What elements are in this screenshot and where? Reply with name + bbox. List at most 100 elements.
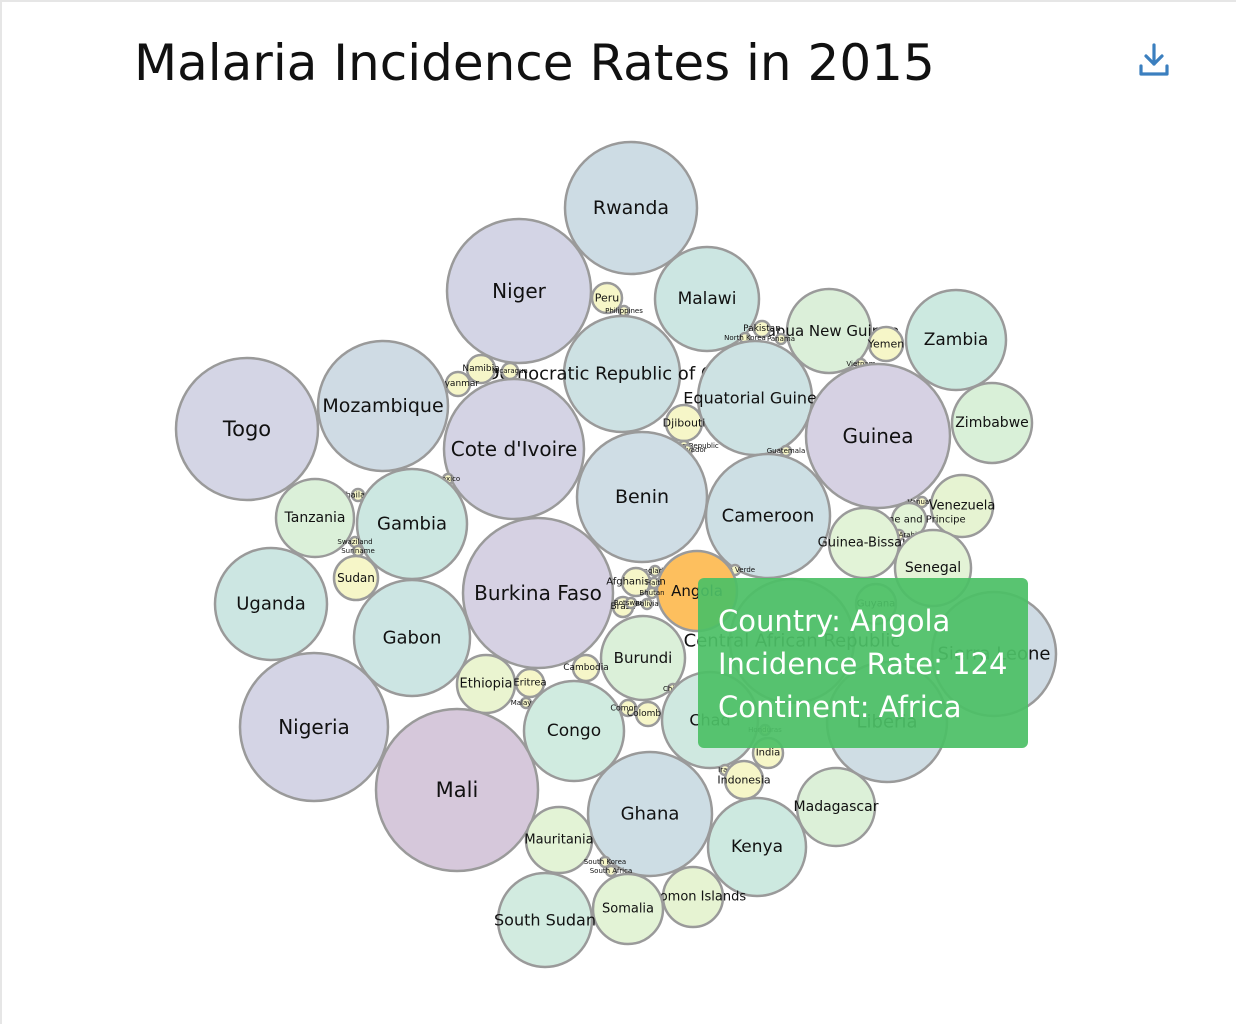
bubble-haiti[interactable]: Haiti xyxy=(646,576,662,590)
bubble-south-sudan[interactable]: South Sudan xyxy=(494,871,596,969)
bubble-circle-malaysia[interactable] xyxy=(519,696,533,710)
bubble-circle-cambodia[interactable] xyxy=(571,653,601,683)
bubble-somalia[interactable]: Somalia xyxy=(591,872,665,946)
bubble-circle-pakistan[interactable] xyxy=(752,319,772,339)
bubble-circle-burundi[interactable] xyxy=(599,614,687,702)
bubble-circle-papua-new-guinea[interactable] xyxy=(785,287,873,375)
bubble-suriname[interactable]: Suriname xyxy=(341,544,375,558)
bubble-djibouti[interactable]: Djibouti xyxy=(663,403,706,443)
bubble-burkina-faso[interactable]: Burkina Faso xyxy=(461,516,615,670)
bubble-circle-democratic-republic-of-congo[interactable] xyxy=(562,314,682,434)
bubble-circle-panama[interactable] xyxy=(774,332,788,346)
bubble-burundi[interactable]: Burundi xyxy=(599,614,687,702)
bubble-south-korea[interactable]: South Korea xyxy=(584,855,626,869)
bubble-circle-myanmar[interactable] xyxy=(444,370,472,398)
bubble-circle-bhutan[interactable] xyxy=(645,586,659,600)
bubble-cambodia[interactable]: Cambodia xyxy=(563,653,609,683)
bubble-circle-ghana[interactable] xyxy=(586,750,714,878)
bubble-tanzania[interactable]: Tanzania xyxy=(274,477,356,559)
bubble-kenya[interactable]: Kenya xyxy=(706,796,808,898)
bubble-gabon[interactable]: Gabon xyxy=(352,578,472,698)
bubble-circle-vanuatu[interactable] xyxy=(915,495,929,509)
bubble-circle-nigeria[interactable] xyxy=(238,651,390,803)
bubble-circle-rwanda[interactable] xyxy=(563,140,699,276)
bubble-panama[interactable]: Panama xyxy=(767,332,795,346)
bubble-togo[interactable]: Togo xyxy=(174,356,320,502)
bubble-zimbabwe[interactable]: Zimbabwe xyxy=(950,381,1034,465)
bubble-pakistan[interactable]: Pakistan xyxy=(743,319,781,339)
bubble-circle-zimbabwe[interactable] xyxy=(950,381,1034,465)
bubble-circle-zambia[interactable] xyxy=(904,288,1008,392)
bubble-uganda[interactable]: Uganda xyxy=(213,546,329,662)
bubble-circle-mozambique[interactable] xyxy=(316,339,450,473)
bubble-circle-bangladesh[interactable] xyxy=(648,564,662,578)
bubble-circle-colombia[interactable] xyxy=(634,700,662,728)
bubble-circle-solomon-islands[interactable] xyxy=(661,865,725,929)
bubble-circle-uganda[interactable] xyxy=(213,546,329,662)
bubble-eritrea[interactable]: Eritrea xyxy=(513,667,547,699)
bubble-circle-botswana[interactable] xyxy=(624,596,638,610)
bubble-circle-guinea[interactable] xyxy=(804,362,952,510)
bubble-comoros[interactable]: Comoros xyxy=(610,698,646,718)
bubble-myanmar[interactable]: Myanmar xyxy=(437,370,480,398)
bubble-south-africa[interactable]: South Africa xyxy=(590,864,633,878)
bubble-circle-kenya[interactable] xyxy=(706,796,808,898)
bubble-malawi[interactable]: Malawi xyxy=(653,245,761,353)
bubble-circle-bolivia[interactable] xyxy=(640,597,654,611)
bubble-circle-eritrea[interactable] xyxy=(514,667,546,699)
bubble-bolivia[interactable]: Bolivia xyxy=(635,597,659,611)
bubble-equatorial-guinea[interactable]: Equatorial Guinea xyxy=(683,339,827,457)
bubble-circle-niger[interactable] xyxy=(445,217,593,365)
download-icon[interactable] xyxy=(1138,42,1170,78)
bubble-nigeria[interactable]: Nigeria xyxy=(238,651,390,803)
bubble-malaysia[interactable]: Malaysia xyxy=(511,696,542,710)
bubble-venezuela[interactable]: Venezuela xyxy=(929,473,996,539)
bubble-circle-south-africa[interactable] xyxy=(604,864,618,878)
bubble-madagascar[interactable]: Madagascar xyxy=(794,766,879,848)
bubble-circle-tanzania[interactable] xyxy=(274,477,356,559)
bubble-circle-burkina-faso[interactable] xyxy=(461,516,615,670)
bubble-mali[interactable]: Mali xyxy=(374,707,540,873)
bubble-circle-peru[interactable] xyxy=(590,281,624,315)
bubble-benin[interactable]: Benin xyxy=(575,430,709,564)
bubble-swaziland[interactable]: Swaziland xyxy=(337,535,373,549)
bubble-circle-gabon[interactable] xyxy=(352,578,472,698)
bubble-ghana[interactable]: Ghana xyxy=(586,750,714,878)
bubble-circle-togo[interactable] xyxy=(174,356,320,502)
bubble-cameroon[interactable]: Cameroon xyxy=(704,452,832,580)
bubble-congo[interactable]: Congo xyxy=(522,679,626,783)
bubble-circle-mali[interactable] xyxy=(374,707,540,873)
bubble-zambia[interactable]: Zambia xyxy=(904,288,1008,392)
bubble-circle-south-korea[interactable] xyxy=(598,855,612,869)
bubble-papua-new-guinea[interactable]: Papua New Guinea xyxy=(758,287,900,375)
bubble-circle-venezuela[interactable] xyxy=(929,473,995,539)
bubble-vanuatu[interactable]: Vanuatu xyxy=(908,495,937,509)
bubble-mauritania[interactable]: Mauritania xyxy=(524,805,594,875)
bubble-ethiopia[interactable]: Ethiopia xyxy=(455,653,517,715)
bubble-mozambique[interactable]: Mozambique xyxy=(316,339,450,473)
bubble-sudan[interactable]: Sudan xyxy=(332,554,380,602)
bubble-namibia[interactable]: Namibia xyxy=(462,353,500,385)
bubble-circle-yemen[interactable] xyxy=(867,325,905,363)
bubble-circle-namibia[interactable] xyxy=(465,353,497,385)
bubble-circle-sudan[interactable] xyxy=(332,554,380,602)
bubble-democratic-republic-of-congo[interactable]: Democratic Republic of Congo xyxy=(486,314,759,434)
bubble-yemen[interactable]: Yemen xyxy=(867,325,905,363)
bubble-circle-madagascar[interactable] xyxy=(795,766,877,848)
bubble-rwanda[interactable]: Rwanda xyxy=(563,140,699,276)
bubble-bhutan[interactable]: Bhutan xyxy=(639,586,665,600)
bubble-circle-cote-d-ivoire[interactable] xyxy=(442,377,586,521)
bubble-bangladesh[interactable]: Bangladesh xyxy=(634,564,676,578)
bubble-solomon-islands[interactable]: Solomon Islands xyxy=(640,865,746,929)
bubble-circle-comoros[interactable] xyxy=(618,698,638,718)
bubble-gambia[interactable]: Gambia xyxy=(355,467,469,581)
bubble-circle-malawi[interactable] xyxy=(653,245,761,353)
bubble-botswana[interactable]: Botswana xyxy=(614,596,648,610)
bubble-guinea[interactable]: Guinea xyxy=(804,362,952,510)
bubble-philippines[interactable]: Philippines xyxy=(605,304,643,318)
bubble-circle-south-sudan[interactable] xyxy=(496,871,594,969)
bubble-circle-somalia[interactable] xyxy=(591,872,665,946)
bubble-circle-mauritania[interactable] xyxy=(524,805,594,875)
bubble-colombia[interactable]: Colombia xyxy=(627,700,669,728)
bubble-niger[interactable]: Niger xyxy=(445,217,593,365)
